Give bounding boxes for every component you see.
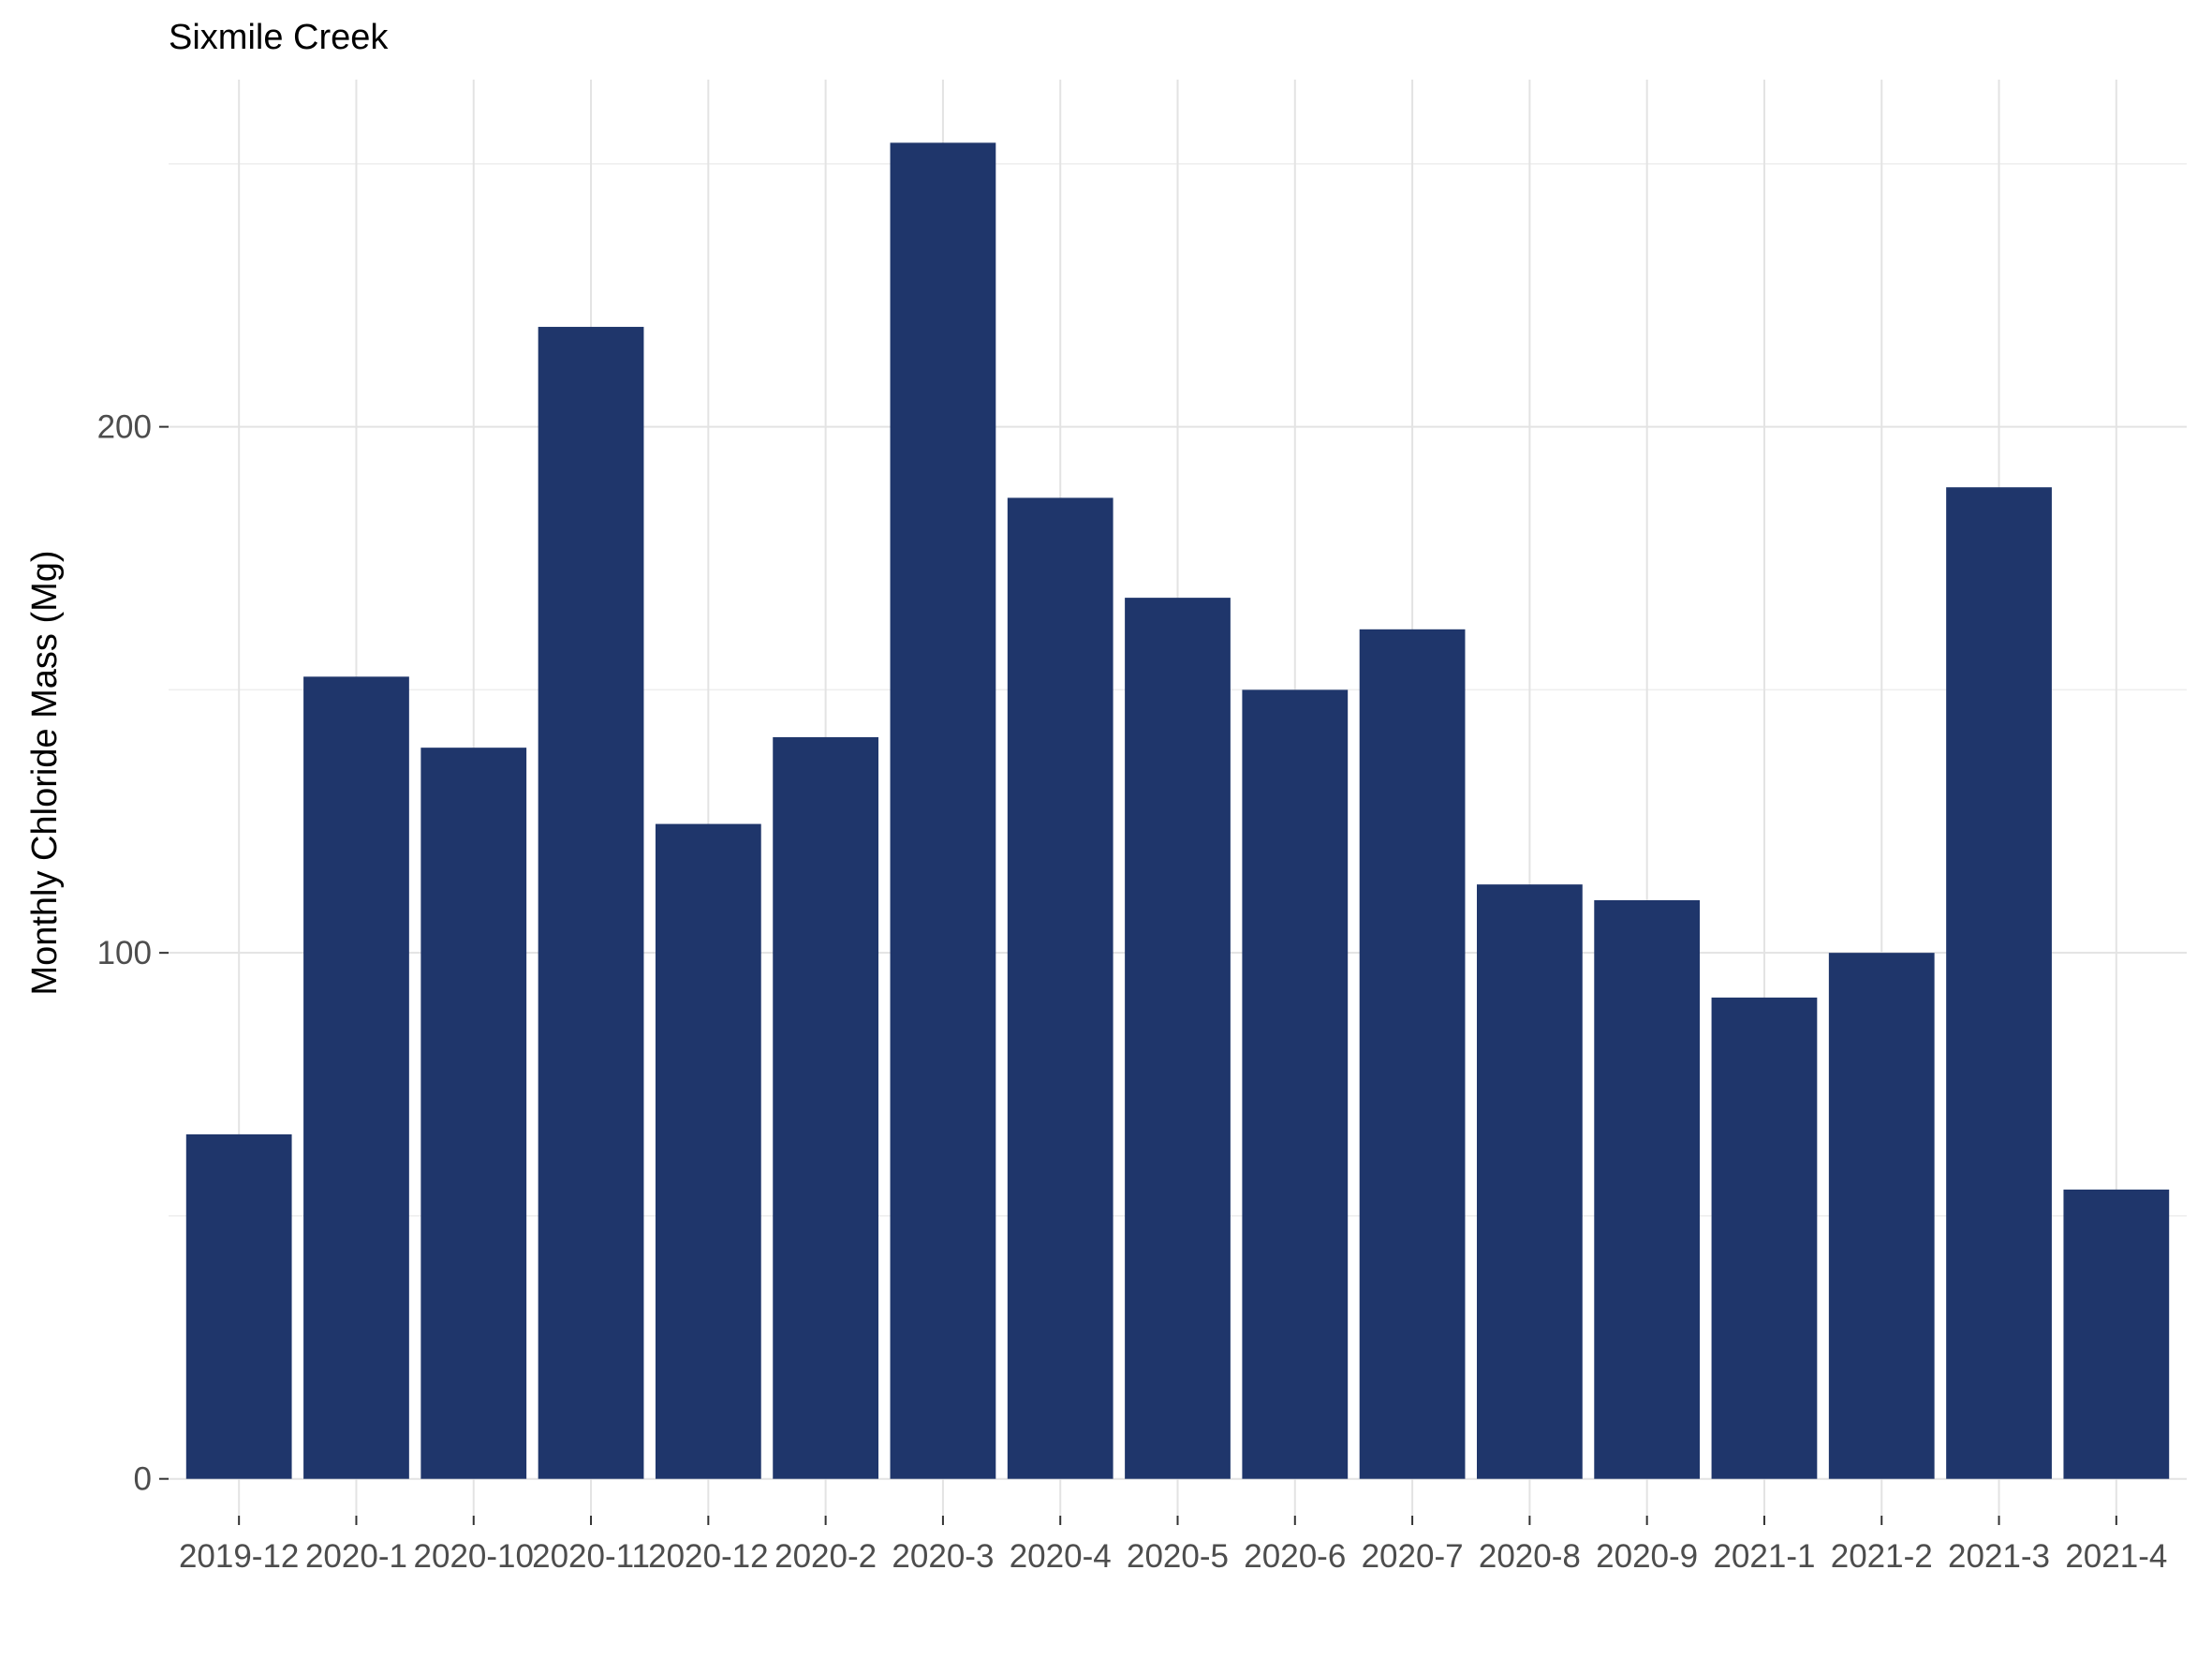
- bar-2020-8: [1476, 884, 1583, 1479]
- x-tick-label: 2019-12: [179, 1538, 299, 1575]
- bar-2020-4: [1007, 497, 1113, 1479]
- chart-title: Sixmile Creek: [169, 18, 389, 57]
- bar-2020-10: [420, 748, 527, 1479]
- bar-2021-4: [2063, 1189, 2170, 1479]
- bar-2020-12: [655, 823, 761, 1479]
- bar-2020-5: [1125, 598, 1231, 1479]
- x-tick-label: 2020-8: [1479, 1538, 1581, 1575]
- bar-2020-9: [1594, 900, 1701, 1479]
- y-tick-label: 100: [97, 935, 152, 971]
- y-axis: 0 100 200: [97, 409, 169, 1498]
- bar-2020-1: [303, 676, 409, 1479]
- bar-2021-2: [1828, 953, 1935, 1479]
- x-tick-label: 2020-1: [305, 1538, 407, 1575]
- bar-2020-3: [890, 142, 996, 1479]
- bar-2021-3: [1946, 487, 2052, 1479]
- bar-2020-11: [538, 326, 644, 1479]
- x-tick-label: 2021-3: [1948, 1538, 2050, 1575]
- bar-2020-6: [1242, 689, 1349, 1479]
- x-tick-label: 2020-2: [774, 1538, 877, 1575]
- x-tick-label: 2020-7: [1362, 1538, 1464, 1575]
- bar-2020-7: [1359, 629, 1466, 1479]
- bar-2019-12: [185, 1133, 292, 1479]
- x-tick-label: 2021-4: [2065, 1538, 2167, 1575]
- y-axis-label: Monthly Chloride Mass (Mg): [25, 550, 65, 995]
- bar-2021-1: [1711, 997, 1818, 1479]
- bars-group: [185, 142, 2170, 1479]
- x-tick-label: 2021-1: [1713, 1538, 1815, 1575]
- x-tick-label: 2020-10: [414, 1538, 534, 1575]
- bar-2020-2: [773, 736, 879, 1479]
- x-tick-label: 2020-4: [1010, 1538, 1112, 1575]
- x-tick-label: 2021-2: [1831, 1538, 1933, 1575]
- y-tick-label: 0: [134, 1461, 152, 1498]
- x-tick-label: 2020-6: [1244, 1538, 1346, 1575]
- y-tick-label: 200: [97, 409, 152, 446]
- x-tick-label: 2020-11: [532, 1538, 650, 1575]
- x-tick-label: 2020-12: [648, 1538, 768, 1575]
- x-tick-label: 2020-9: [1596, 1538, 1698, 1575]
- x-tick-label: 2020-3: [892, 1538, 994, 1575]
- x-tick-label: 2020-5: [1127, 1538, 1229, 1575]
